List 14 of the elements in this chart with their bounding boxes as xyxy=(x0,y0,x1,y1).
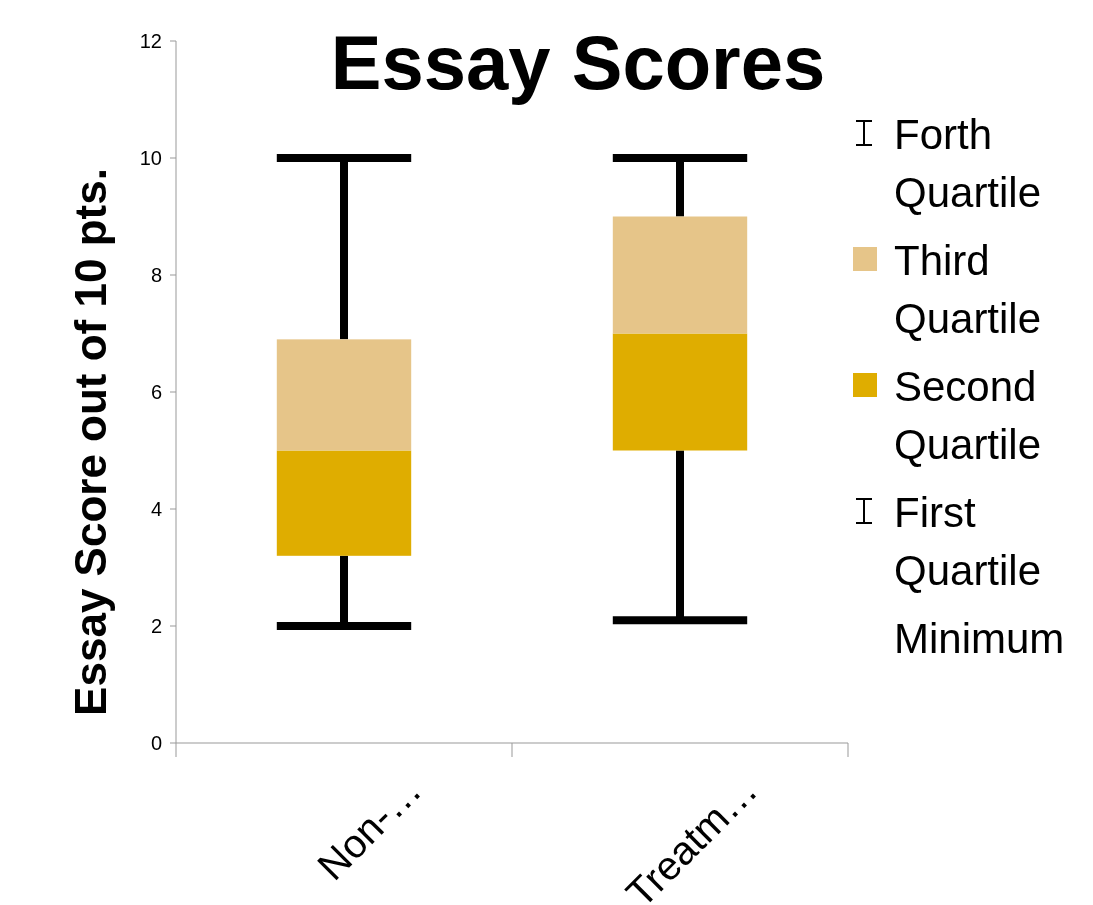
text: Forth Quartile xyxy=(894,111,1042,216)
chart-title: Essay Scores xyxy=(330,20,826,105)
text: First Quartile xyxy=(894,489,1042,594)
y-tick-label: 12 xyxy=(139,30,162,52)
y-tick-label: 2 xyxy=(150,615,162,637)
text: Third Quartile xyxy=(894,237,1042,342)
text: Minimum xyxy=(894,615,1065,662)
y-tick-label: 6 xyxy=(150,381,162,403)
y-axis-title: Essay Score out of 10 pts. xyxy=(66,168,115,716)
y-tick-label: 4 xyxy=(150,498,162,520)
y-tick-label: 0 xyxy=(150,732,162,754)
y-tick-label: 8 xyxy=(150,264,162,286)
y-tick-label: 10 xyxy=(139,147,162,169)
text: Second Quartile xyxy=(894,363,1042,468)
